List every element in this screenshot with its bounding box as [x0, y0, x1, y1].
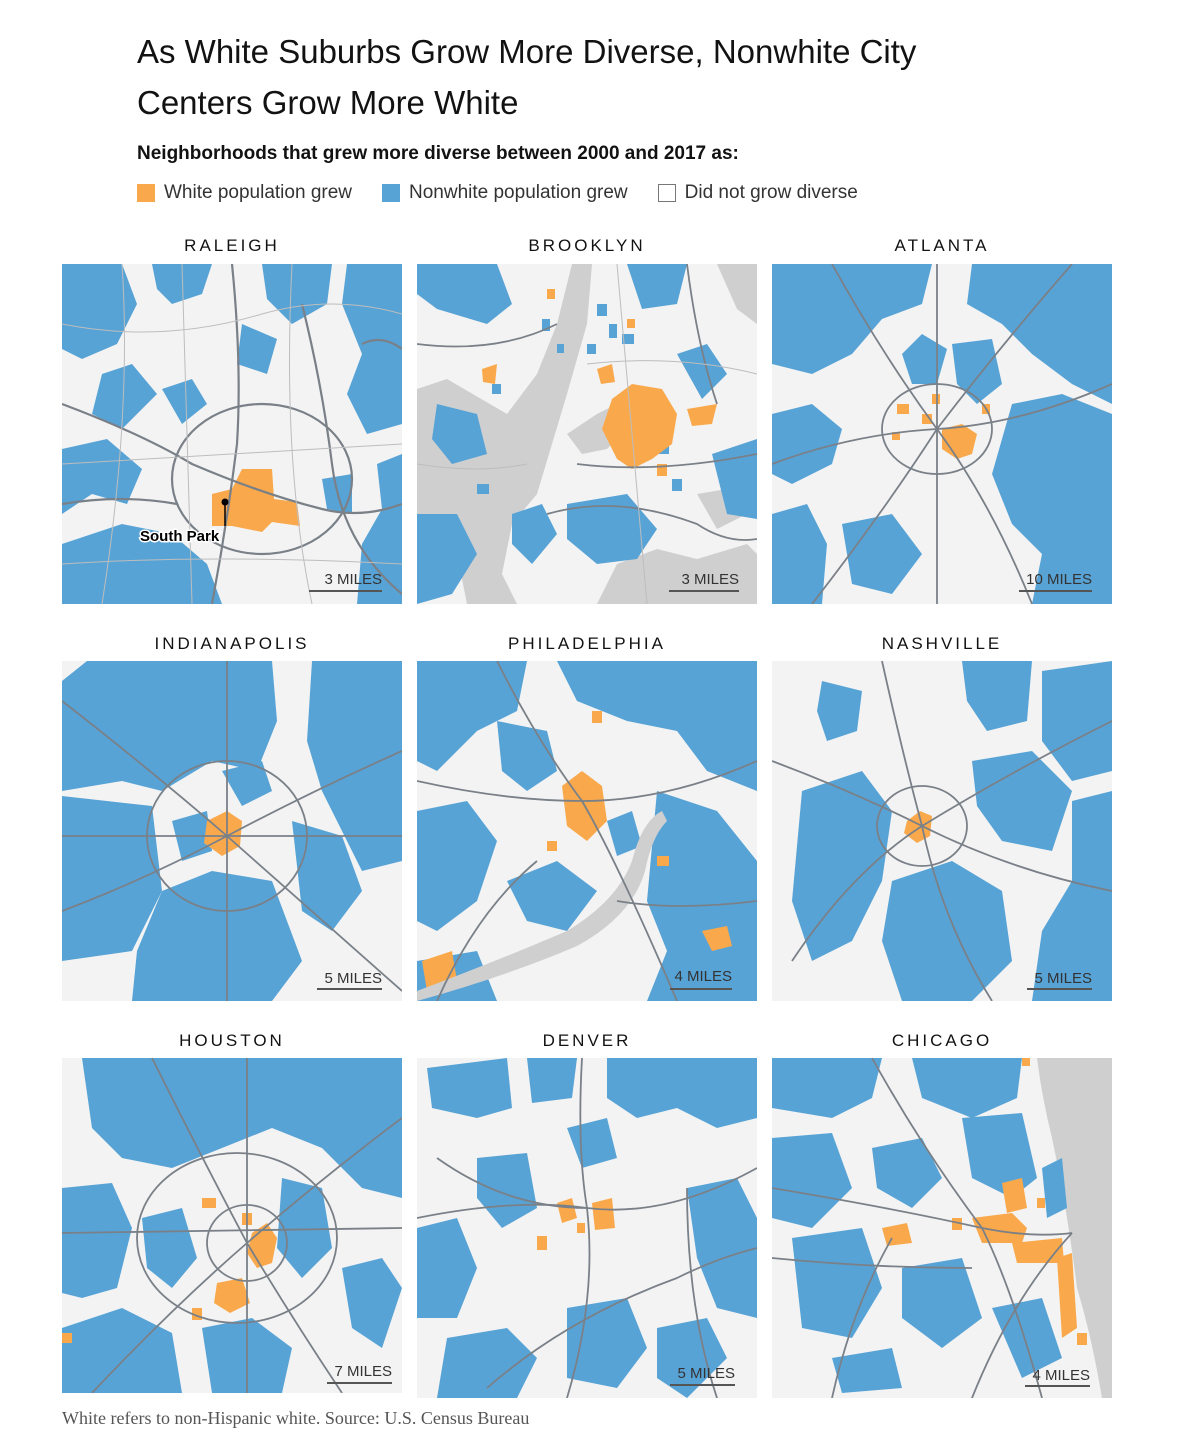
scale-label: 4 MILES — [674, 968, 732, 985]
scale-label: 7 MILES — [334, 1363, 392, 1380]
highways — [417, 264, 757, 541]
nonwhite-areas — [417, 1058, 757, 1398]
legend-swatch-blue — [382, 184, 400, 202]
annotation-south-park: South Park — [140, 528, 220, 545]
map-houston: 7 MILES — [62, 1058, 402, 1398]
map-nashville: 5 MILES — [772, 661, 1112, 1001]
nonwhite-areas — [62, 264, 402, 604]
legend-label: Did not grow diverse — [684, 182, 858, 203]
legend-item-no-change: Did not grow diverse — [657, 182, 858, 204]
map-label-denver: DENVER — [542, 1031, 632, 1050]
map-chicago: 4 MILES — [772, 1058, 1112, 1398]
nonwhite-areas — [417, 264, 757, 604]
highways — [417, 1058, 757, 1398]
nonwhite-areas — [62, 1058, 402, 1393]
map-philadelphia: 4 MILES — [417, 661, 757, 1001]
map-raleigh: South Park 3 MILES — [62, 264, 402, 604]
nonwhite-areas — [792, 661, 1112, 1001]
scale-label: 4 MILES — [1032, 1367, 1090, 1384]
map-brooklyn: 3 MILES — [417, 264, 757, 604]
legend-label: Nonwhite population grew — [409, 182, 628, 203]
map-indianapolis: 5 MILES — [62, 661, 402, 1001]
highways — [62, 661, 402, 1001]
map-label-chicago: CHICAGO — [891, 1031, 993, 1050]
highways — [772, 264, 1112, 604]
legend-item-nonwhite-grew: Nonwhite population grew — [382, 182, 628, 204]
map-label-atlanta: ATLANTA — [894, 236, 990, 255]
white-grew-areas — [904, 811, 932, 843]
map-label-brooklyn: BROOKLYN — [528, 236, 646, 255]
white-grew-areas — [537, 1198, 615, 1250]
highways — [62, 264, 402, 604]
legend-item-white-grew: White population grew — [137, 182, 352, 204]
nonwhite-areas — [62, 661, 402, 1001]
scale-label: 3 MILES — [324, 571, 382, 588]
legend-swatch-empty — [657, 184, 676, 202]
map-denver: 5 MILES — [417, 1058, 757, 1398]
map-label-indianapolis: INDIANAPOLIS — [154, 634, 310, 653]
scale-label: 5 MILES — [1034, 970, 1092, 987]
highways — [772, 661, 1112, 1001]
highways — [62, 1058, 402, 1393]
white-grew-areas — [482, 289, 717, 476]
legend-label: White population grew — [164, 182, 352, 203]
south-park-marker — [221, 498, 229, 526]
water — [417, 811, 667, 1001]
scale-label: 3 MILES — [681, 571, 739, 588]
map-label-houston: HOUSTON — [179, 1031, 285, 1050]
legend-swatch-orange — [137, 184, 155, 202]
nonwhite-areas — [772, 264, 1112, 604]
source-note: White refers to non-Hispanic white. Sour… — [62, 1408, 530, 1428]
local-roads — [417, 264, 757, 604]
scale-label: 10 MILES — [1026, 571, 1092, 588]
map-atlanta: 10 MILES — [772, 264, 1112, 604]
chart-title: As White Suburbs Grow More Diverse, Nonw… — [137, 33, 917, 121]
scale-label: 5 MILES — [677, 1365, 735, 1382]
map-label-philadelphia: PHILADELPHIA — [508, 634, 666, 653]
white-grew-areas — [882, 1058, 1087, 1345]
highways — [417, 661, 757, 1001]
local-roads — [62, 264, 402, 604]
map-label-nashville: NASHVILLE — [881, 634, 1003, 653]
water — [1037, 1058, 1112, 1398]
scale-label: 5 MILES — [324, 970, 382, 987]
legend-heading: Neighborhoods that grew more diverse bet… — [137, 143, 739, 164]
highways — [772, 1058, 1073, 1398]
white-grew-areas — [212, 469, 300, 532]
legend: White population grew Nonwhite populatio… — [137, 182, 888, 204]
nonwhite-areas — [772, 1058, 1067, 1393]
map-label-raleigh: RALEIGH — [184, 236, 280, 255]
